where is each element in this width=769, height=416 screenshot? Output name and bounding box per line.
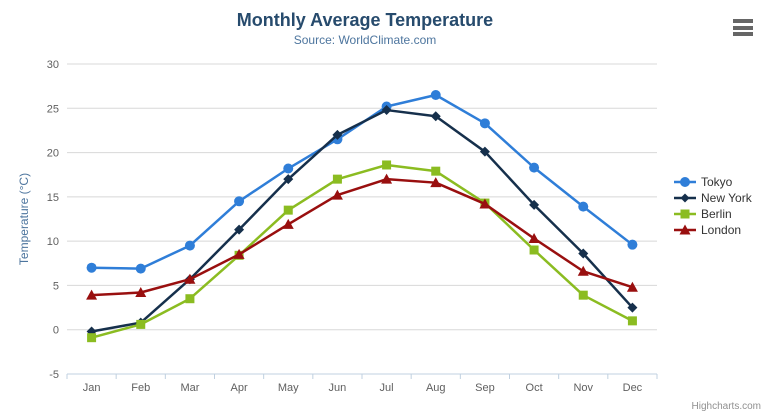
chart-title: Monthly Average Temperature xyxy=(236,10,494,30)
series-marker-berlin[interactable] xyxy=(283,205,293,215)
series-marker-london[interactable] xyxy=(479,198,491,209)
series-marker-tokyo[interactable] xyxy=(529,162,540,173)
hamburger-icon xyxy=(733,19,753,23)
x-axis-label: Sep xyxy=(475,382,495,394)
series-marker-new-york[interactable] xyxy=(529,199,540,210)
series-marker-tokyo[interactable] xyxy=(578,201,589,212)
square-legend-icon xyxy=(674,209,696,219)
y-axis-title: Temperature (°C) xyxy=(17,173,31,265)
series-marker-tokyo[interactable] xyxy=(135,263,146,274)
series-marker-london[interactable] xyxy=(381,173,393,184)
export-menu-button[interactable] xyxy=(732,19,754,36)
y-axis-label: 15 xyxy=(47,192,59,204)
series-marker-london[interactable] xyxy=(86,289,98,300)
series-marker-tokyo[interactable] xyxy=(430,90,441,100)
circle-legend-icon xyxy=(674,177,696,187)
series-line-london[interactable] xyxy=(90,177,634,297)
series-marker-london[interactable] xyxy=(577,265,589,276)
y-axis-label: 30 xyxy=(47,59,59,71)
series-marker-london[interactable] xyxy=(430,177,442,188)
y-axis-label: 20 xyxy=(47,148,59,160)
legend-item-tokyo[interactable]: Tokyo xyxy=(674,174,752,190)
legend-label: Tokyo xyxy=(701,175,733,189)
series-marker-berlin[interactable] xyxy=(87,333,97,343)
y-axis-label: 5 xyxy=(53,280,59,292)
highcharts-credit-link[interactable]: Highcharts.com xyxy=(691,401,761,412)
x-axis-label: Oct xyxy=(526,382,543,394)
x-axis-label: May xyxy=(278,382,299,394)
x-axis-label: Jan xyxy=(83,382,101,394)
y-axis-label: 0 xyxy=(53,325,59,337)
series-line-new-york[interactable] xyxy=(90,108,634,333)
hamburger-icon xyxy=(733,32,753,36)
series-marker-tokyo[interactable] xyxy=(184,240,195,251)
series-marker-new-york[interactable] xyxy=(430,111,441,122)
series-marker-new-york[interactable] xyxy=(381,105,392,116)
series-line-tokyo[interactable] xyxy=(90,93,634,270)
x-axis-label: Feb xyxy=(131,382,150,394)
series-marker-berlin[interactable] xyxy=(136,319,146,329)
x-axis-label: Dec xyxy=(623,382,643,394)
legend-label: London xyxy=(701,223,742,237)
series-marker-tokyo[interactable] xyxy=(86,262,97,273)
series-marker-new-york[interactable] xyxy=(332,129,343,140)
series-marker-berlin[interactable] xyxy=(185,294,195,304)
series-marker-new-york[interactable] xyxy=(627,302,638,313)
legend-item-london[interactable]: London xyxy=(674,222,752,238)
chart-subtitle: Source: WorldClimate.com xyxy=(293,33,437,47)
y-axis-label: -5 xyxy=(49,369,59,381)
hamburger-icon xyxy=(733,25,753,30)
x-axis-label: Nov xyxy=(573,382,593,394)
legend-label: New York xyxy=(701,191,752,205)
series-marker-tokyo[interactable] xyxy=(627,239,638,250)
series-marker-tokyo[interactable] xyxy=(283,163,294,174)
x-axis-label: Jul xyxy=(380,382,394,394)
series-marker-london[interactable] xyxy=(184,273,196,284)
series-marker-new-york[interactable] xyxy=(283,174,294,185)
series-marker-new-york[interactable] xyxy=(578,248,589,259)
series-marker-london[interactable] xyxy=(233,248,245,259)
series-marker-berlin[interactable] xyxy=(578,290,588,300)
series-marker-new-york[interactable] xyxy=(234,224,245,235)
legend-item-berlin[interactable]: Berlin xyxy=(674,206,752,222)
x-axis-label: Mar xyxy=(180,382,199,394)
series-marker-berlin[interactable] xyxy=(529,245,539,255)
series-marker-london[interactable] xyxy=(282,218,294,229)
legend-label: Berlin xyxy=(701,207,732,221)
legend: Tokyo New York Berlin London xyxy=(674,174,752,238)
series-marker-tokyo[interactable] xyxy=(479,118,490,129)
legend-item-new-york[interactable]: New York xyxy=(674,190,752,206)
diamond-legend-icon xyxy=(674,193,696,203)
triangle-legend-icon xyxy=(674,224,696,235)
x-axis-label: Apr xyxy=(231,382,248,394)
y-axis-label: 25 xyxy=(47,103,59,115)
x-axis-label: Aug xyxy=(426,382,446,394)
series-line-berlin[interactable] xyxy=(90,163,634,339)
series-marker-berlin[interactable] xyxy=(332,174,342,184)
series-marker-london[interactable] xyxy=(626,281,638,292)
x-axis-label: Jun xyxy=(329,382,347,394)
series-marker-london[interactable] xyxy=(528,232,540,243)
series-marker-tokyo[interactable] xyxy=(234,196,245,207)
series-marker-new-york[interactable] xyxy=(479,146,490,157)
series-marker-berlin[interactable] xyxy=(431,166,441,176)
y-axis-label: 10 xyxy=(47,236,59,248)
series-marker-berlin[interactable] xyxy=(627,316,637,326)
series-marker-london[interactable] xyxy=(135,287,147,298)
series-marker-london[interactable] xyxy=(331,189,343,200)
series-marker-berlin[interactable] xyxy=(382,160,392,170)
